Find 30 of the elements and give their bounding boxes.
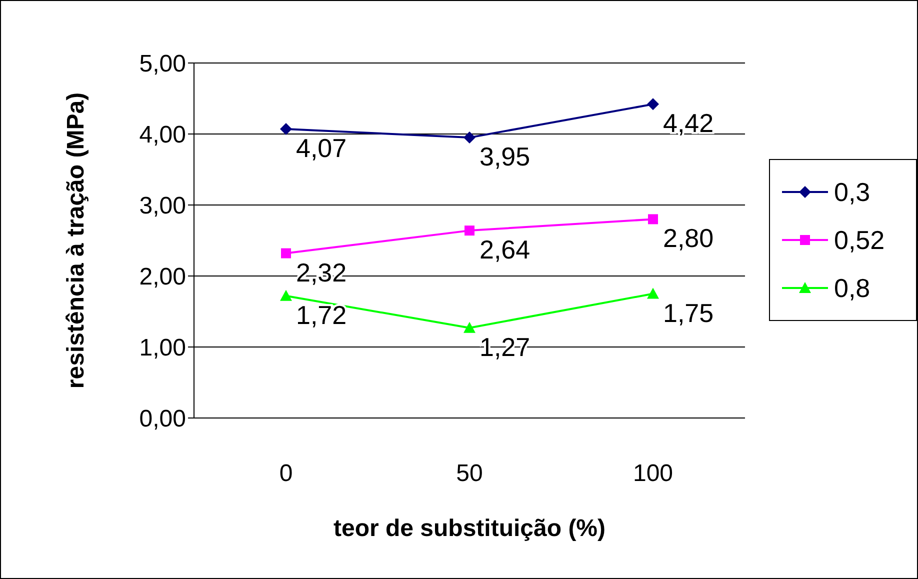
x-axis-title: teor de substituição (%) [333,515,606,542]
data-label: 1,75 [663,298,714,328]
y-tick-label: 0,00 [139,406,186,433]
data-label: 1,72 [296,300,347,330]
y-tick-label: 4,00 [139,122,186,149]
y-axis-title: resistência à tração (MPa) [62,92,90,389]
data-label: 4,07 [296,133,347,164]
data-label: 3,95 [480,142,530,172]
point [281,248,291,258]
y-tick-label: 1,00 [139,334,186,362]
point [648,214,658,224]
x-tick-label: 100 [632,460,674,488]
point [647,288,659,299]
point [280,290,292,301]
x-tick-label: 0 [279,460,293,488]
y-tick-label: 2,00 [139,264,186,291]
point [647,98,659,110]
legend-label: 0,3 [834,176,870,208]
x-tick-label: 50 [456,460,483,488]
point [280,123,292,136]
data-label: 2,64 [480,234,530,265]
legend-label: 0,8 [834,272,870,304]
y-tick-label: 5,00 [139,50,186,78]
point [464,132,476,144]
data-label: 4,42 [663,108,714,138]
legend-label: 0,52 [834,224,885,256]
y-tick-label: 3,00 [139,192,186,220]
point [464,226,474,236]
point [464,322,476,333]
data-label: 2,80 [663,223,714,254]
